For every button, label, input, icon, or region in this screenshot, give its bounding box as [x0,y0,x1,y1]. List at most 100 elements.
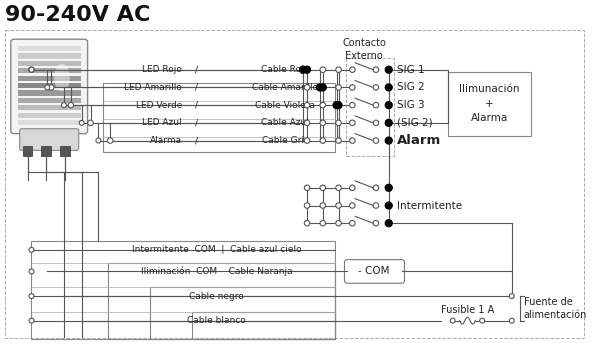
Circle shape [96,138,101,143]
Text: Cable blanco: Cable blanco [187,316,246,325]
Circle shape [385,84,392,91]
Text: SIG 2: SIG 2 [397,82,424,92]
Circle shape [350,138,355,143]
Circle shape [385,66,392,73]
Circle shape [336,203,341,208]
Text: /: / [196,136,199,145]
Circle shape [385,184,392,191]
Text: SIG 1: SIG 1 [397,65,424,75]
Text: (SIG 2): (SIG 2) [397,118,432,128]
Text: SIG 3: SIG 3 [397,100,424,110]
Text: - COM: - COM [358,266,390,277]
Circle shape [480,318,485,323]
Circle shape [68,102,74,108]
Bar [18,98,80,103]
Circle shape [350,120,355,126]
Circle shape [336,220,341,226]
Bar [41,146,51,156]
Circle shape [373,220,379,226]
Circle shape [373,67,379,72]
Circle shape [29,269,34,274]
Circle shape [336,67,341,72]
Circle shape [333,102,340,108]
Circle shape [49,85,54,90]
Circle shape [350,85,355,90]
Text: Contacto
Externo: Contacto Externo [342,38,386,61]
Text: /: / [196,101,199,110]
Circle shape [350,185,355,190]
Circle shape [373,185,379,190]
Circle shape [450,318,455,323]
Circle shape [304,185,310,190]
Circle shape [336,120,341,126]
Circle shape [350,203,355,208]
Text: Cable Gris: Cable Gris [262,136,309,145]
Text: Iliminación  COM    Cable Naranja: Iliminación COM Cable Naranja [140,267,292,276]
Text: LED Amarillo: LED Amarillo [124,83,182,92]
Circle shape [45,85,50,90]
Text: Fuente de
alimentación: Fuente de alimentación [524,297,587,320]
Text: /: / [196,118,199,127]
FancyBboxPatch shape [20,129,79,150]
Bar [18,112,80,118]
Circle shape [373,102,379,108]
Circle shape [304,120,310,126]
Text: Ilimunación
+
Alarma: Ilimunación + Alarma [460,84,520,124]
Text: /: / [196,83,199,92]
Bar [18,105,80,110]
Bar [18,68,80,74]
Circle shape [320,102,326,108]
Circle shape [350,102,355,108]
Circle shape [385,119,392,126]
Bar [18,90,80,96]
Circle shape [350,67,355,72]
Circle shape [320,120,326,126]
Circle shape [335,102,342,108]
Circle shape [320,67,326,72]
Circle shape [509,294,514,299]
Text: Alarma: Alarma [150,136,182,145]
Circle shape [320,203,326,208]
Circle shape [320,138,326,143]
Circle shape [320,220,326,226]
Circle shape [316,84,323,91]
Bar [18,61,80,66]
Text: Cable Amarillo: Cable Amarillo [253,83,319,92]
Bar [60,146,70,156]
Text: LED Verde: LED Verde [136,101,182,110]
Circle shape [319,84,326,91]
Bar [18,54,80,59]
Circle shape [336,185,341,190]
Circle shape [373,85,379,90]
Circle shape [29,294,34,299]
Text: Fusible 1 A: Fusible 1 A [441,305,494,315]
Circle shape [304,102,310,108]
Circle shape [304,85,310,90]
Circle shape [373,138,379,143]
Text: LED Azul: LED Azul [142,118,182,127]
Text: Intermitente  COM  |  Cable azul cielo: Intermitente COM | Cable azul cielo [131,245,301,254]
Bar [18,83,80,88]
Circle shape [320,185,326,190]
Bar [18,76,80,81]
Circle shape [385,102,392,108]
Text: Alarm: Alarm [397,134,441,147]
Text: 90-240V AC: 90-240V AC [5,5,150,25]
Circle shape [336,138,341,143]
Circle shape [29,318,34,323]
Text: Cable Violeta: Cable Violeta [256,101,316,110]
Circle shape [385,137,392,144]
Circle shape [373,203,379,208]
Text: Cable negro: Cable negro [189,292,244,301]
Circle shape [385,202,392,209]
Circle shape [304,220,310,226]
Circle shape [304,66,310,73]
Text: Cable Rojo: Cable Rojo [262,65,310,74]
Circle shape [299,66,307,73]
Circle shape [29,67,34,72]
FancyBboxPatch shape [344,260,404,283]
Circle shape [373,120,379,126]
Circle shape [509,318,514,323]
Ellipse shape [54,64,70,91]
Bar [18,120,80,125]
